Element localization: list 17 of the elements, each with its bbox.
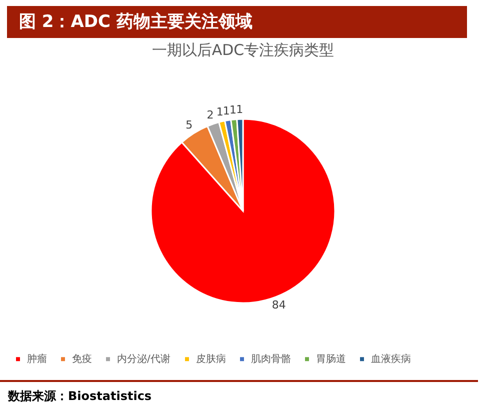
data-label: 1 <box>236 103 244 116</box>
data-label: 84 <box>272 298 286 312</box>
data-label: 2 <box>206 108 214 122</box>
legend-label: 肿瘤 <box>27 353 47 366</box>
legend-label: 内分泌/代谢 <box>117 353 170 366</box>
data-label: 1 <box>222 104 230 118</box>
legend-label: 胃肠道 <box>316 353 346 366</box>
legend-label: 免疫 <box>72 353 92 366</box>
chart-subtitle: 一期以后ADC专注疾病类型 <box>152 41 334 59</box>
legend-label: 肌肉骨骼 <box>251 353 291 366</box>
data-label: 1 <box>229 103 236 116</box>
legend-label: 血液疾病 <box>371 353 411 366</box>
chart-title: 图 2：ADC 药物主要关注领域 <box>7 6 467 38</box>
source-note: 数据来源：Biostatistics <box>0 380 478 405</box>
data-label: 5 <box>186 118 193 132</box>
legend-label: 皮肤病 <box>196 353 226 366</box>
data-label: 1 <box>216 106 224 119</box>
